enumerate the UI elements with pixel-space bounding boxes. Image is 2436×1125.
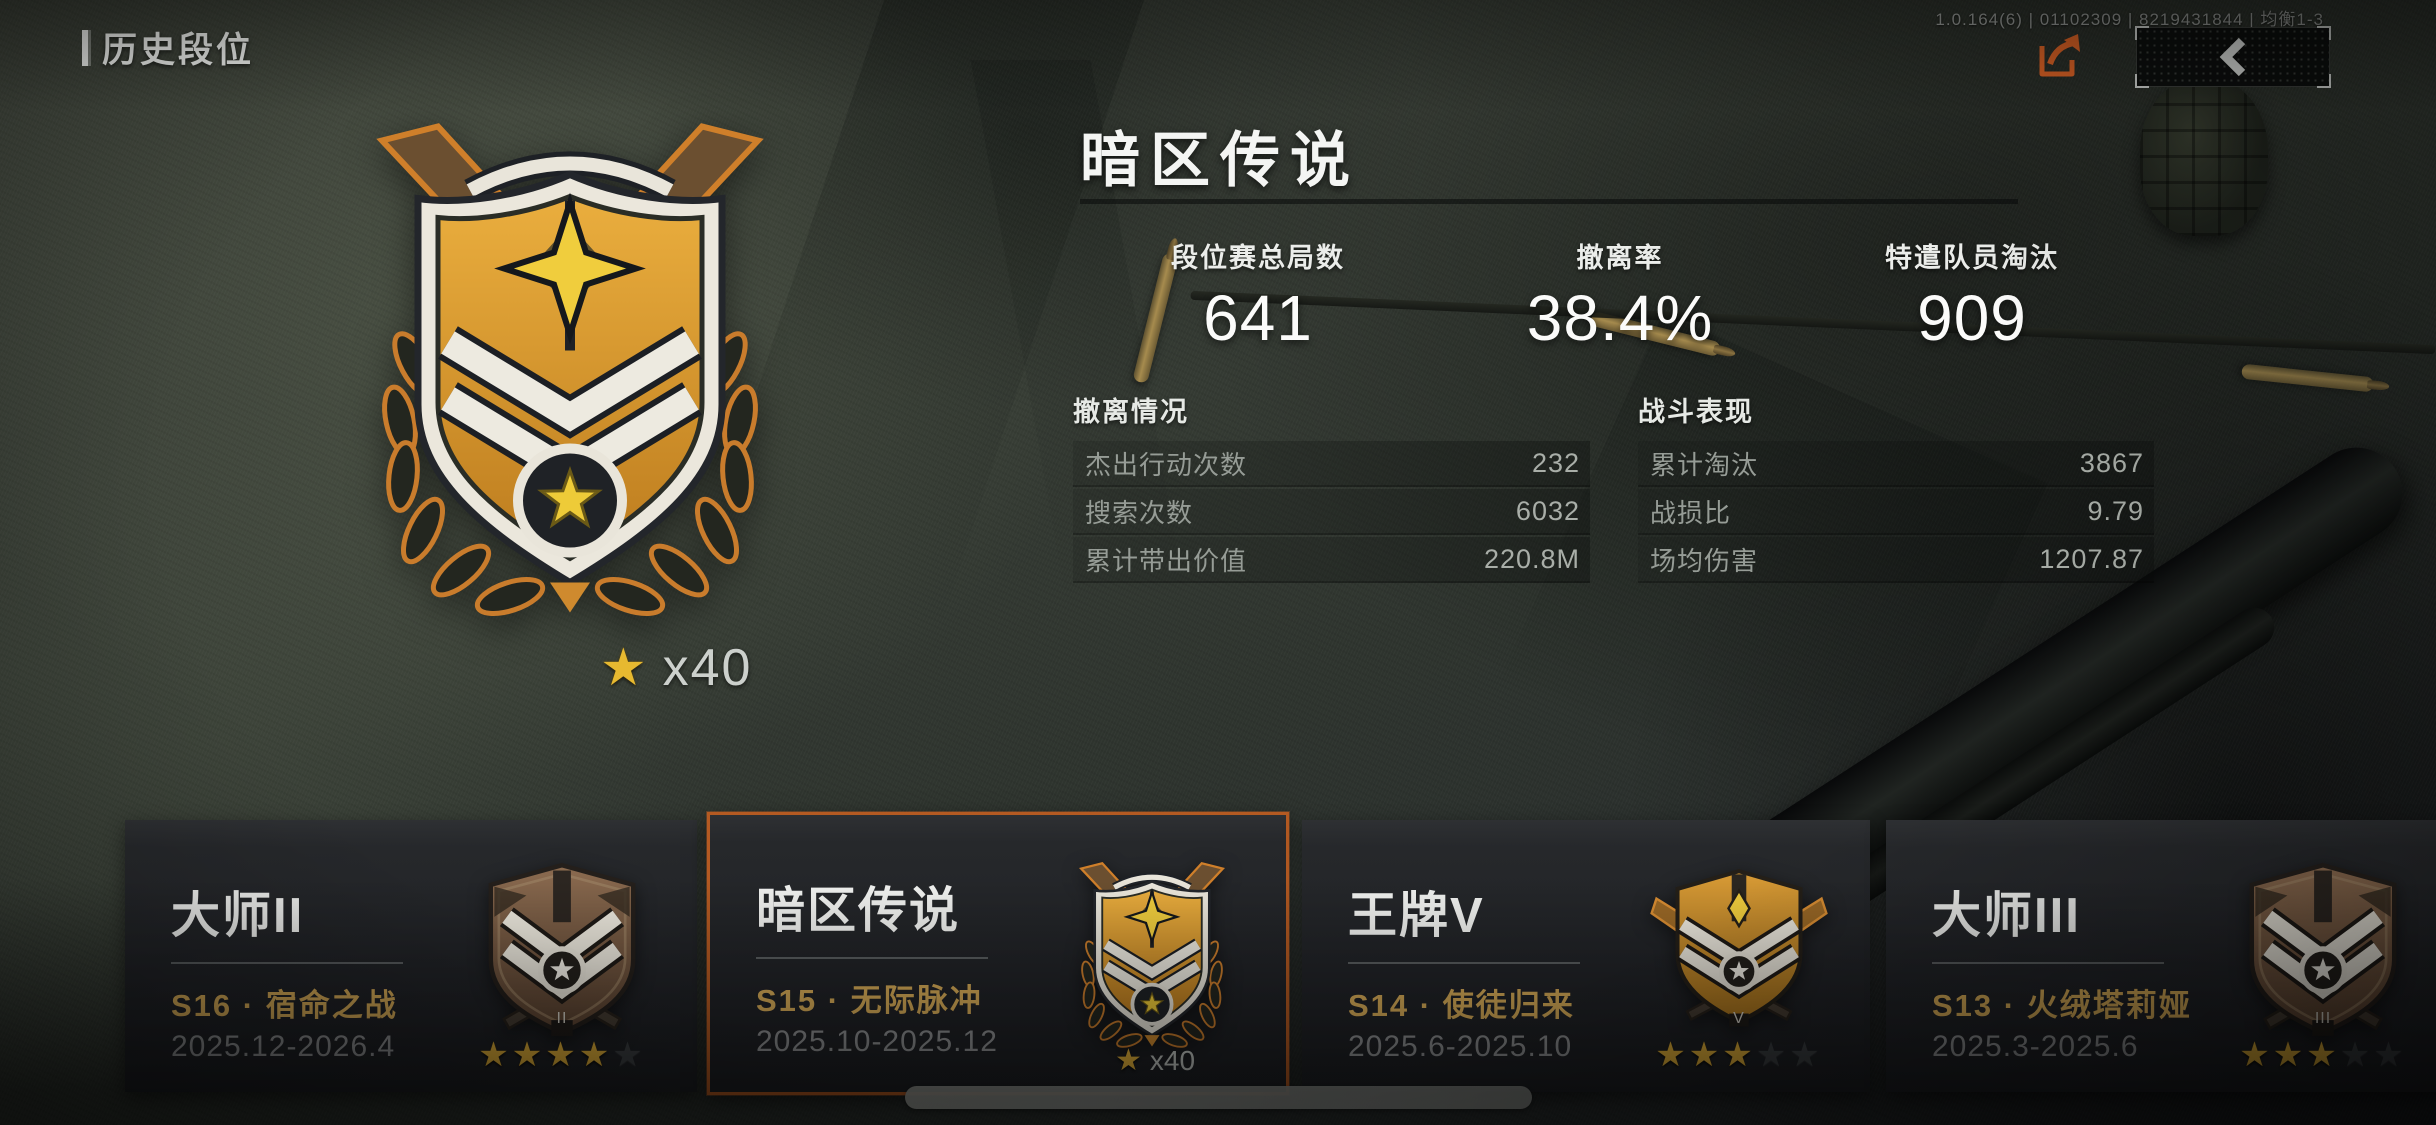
stat-row: 场均伤害 1207.87 [1638,537,2154,583]
page-title: 历史段位 [82,22,254,73]
stat-row: 战损比 9.79 [1638,489,2154,535]
summary-total-matches: 段位赛总局数 641 [1171,243,1345,354]
card-star-count: ★ x40 [1114,1044,1196,1077]
share-icon [2039,34,2080,77]
title-accent-bar [82,29,88,66]
corner-bracket [2135,26,2149,40]
season-card-s16[interactable]: 大师II S16 · 宿命之战 2025.12-2026.4 II ★★★★★ [125,820,697,1092]
card-divider [1932,962,2164,964]
star-icon: ★ [1114,1044,1142,1077]
legend-rank-badge [1032,855,1272,1051]
section-extraction: 撤离情况 杰出行动次数 232 搜索次数 6032 累计带出价值 220.8M [1073,390,1590,585]
current-rank-badge [330,92,810,637]
card-divider [171,962,403,964]
card-divider [756,957,988,959]
rank-name: 暗区传说 [1080,127,1360,194]
stat-row: 累计带出价值 220.8M [1073,537,1590,583]
stat-row: 累计淘汰 3867 [1638,441,2154,487]
grenade-decor [2140,56,2268,236]
star-icon: ★ [600,639,647,697]
card-star-row: ★★★★★ [2239,1036,2407,1074]
season-card-s13[interactable]: 大师III S13 · 火绒塔莉娅 2025.3-2025.6 III ★★★★… [1886,820,2436,1092]
section-combat: 战斗表现 累计淘汰 3867 战损比 9.79 场均伤害 1207.87 [1638,390,2154,585]
card-divider [1348,962,1580,964]
rank-divider [1080,199,2018,204]
back-chevron-icon [2219,37,2246,77]
carousel-scrollbar[interactable] [905,1086,1532,1109]
season-card-s15-selected[interactable]: 暗区传说 S15 · 无际脉冲 2025.10-2025.12 ★ x40 [707,812,1289,1095]
summary-operator-kills: 特遣队员淘汰 909 [1885,243,2059,354]
rank-star-count: ★ x40 [600,638,752,698]
share-button[interactable] [2032,30,2086,80]
page-title-label: 历史段位 [102,31,255,70]
corner-bracket [2135,74,2149,88]
corner-bracket [2317,74,2331,88]
back-button[interactable] [2135,26,2331,88]
stat-row: 杰出行动次数 232 [1073,441,1590,487]
stat-row: 搜索次数 6032 [1073,489,1590,535]
star-count-label: x40 [662,639,753,697]
corner-bracket [2317,26,2331,40]
season-card-s14[interactable]: 王牌V S14 · 使徒归来 2025.6-2025.10 V ★★★★★ [1302,820,1870,1092]
card-star-row: ★★★★★ [478,1036,646,1074]
card-star-row: ★★★★★ [1655,1036,1823,1074]
